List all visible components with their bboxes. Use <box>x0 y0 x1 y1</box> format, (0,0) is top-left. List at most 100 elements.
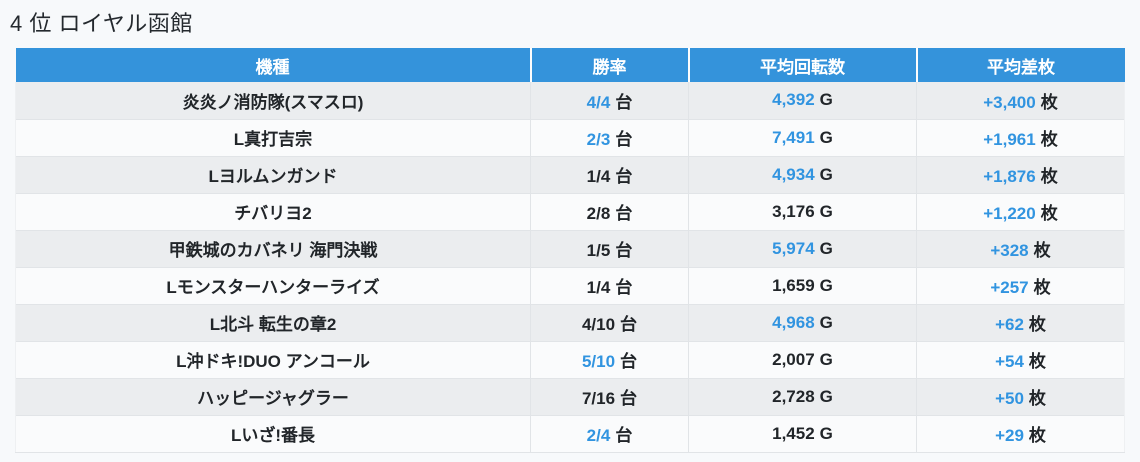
machine-name-cell: Lモンスターハンターライズ <box>15 266 531 304</box>
machine-name-cell: ハッピージャグラー <box>15 377 531 415</box>
spins-value: 1,452 <box>772 423 815 443</box>
header-win-rate: 勝率 <box>529 48 689 82</box>
diff-unit: 枚 <box>1040 92 1058 112</box>
spins-value: 4,392 <box>772 90 815 110</box>
diff-value: +3,400 <box>983 92 1036 112</box>
win-rate-cell: 5/10 台 <box>530 340 689 378</box>
spins-unit: G <box>819 349 833 369</box>
spins-cell: 1,659 G <box>688 266 917 304</box>
win-rate-unit: 台 <box>620 389 638 408</box>
spins-cell: 4,934 G <box>688 155 917 193</box>
spins-value: 7,491 <box>772 127 815 147</box>
win-rate-cell: 2/8 台 <box>530 192 689 230</box>
spins-cell: 4,968 G <box>688 303 917 341</box>
win-rate-value: 1/5 <box>586 241 611 260</box>
spins-unit: G <box>819 127 833 147</box>
machine-name: Lモンスターハンターライズ <box>166 278 380 297</box>
diff-value: +62 <box>995 315 1024 334</box>
machine-name-cell: 炎炎ノ消防隊(スマスロ) <box>15 82 531 119</box>
table-row: 甲鉄城のカバネリ 海門決戦 1/5 台 5,974 G +328 枚 <box>15 229 1125 267</box>
win-rate-cell: 1/5 台 <box>530 229 689 267</box>
diff-value: +1,961 <box>983 130 1036 149</box>
win-rate-unit: 台 <box>615 241 633 260</box>
diff-cell: +29 枚 <box>916 414 1125 453</box>
table-row: チバリヨ2 2/8 台 3,176 G +1,220 枚 <box>15 192 1125 230</box>
win-rate-unit: 台 <box>615 130 633 149</box>
machine-name: Lいざ!番長 <box>230 426 316 445</box>
win-rate-unit: 台 <box>620 352 638 371</box>
machine-name-cell: Lヨルムンガンド <box>15 155 531 193</box>
diff-unit: 枚 <box>1040 204 1058 223</box>
machine-name: 甲鉄城のカバネリ 海門決戦 <box>168 241 378 260</box>
diff-value: +1,876 <box>983 167 1036 186</box>
diff-value: +50 <box>995 389 1024 408</box>
win-rate-value: 2/8 <box>586 204 611 223</box>
diff-value: +1,220 <box>983 204 1036 223</box>
table-row: 炎炎ノ消防隊(スマスロ) 4/4 台 4,392 G +3,400 枚 <box>15 82 1125 119</box>
spins-cell: 2,007 G <box>688 340 917 378</box>
spins-value: 2,728 <box>772 386 815 406</box>
spins-cell: 4,392 G <box>688 82 917 119</box>
machine-name-cell: L沖ドキ!DUO アンコール <box>15 340 531 378</box>
table-header: 機種 勝率 平均回転数 平均差枚 <box>15 48 1125 82</box>
win-rate-value: 4/10 <box>581 315 616 334</box>
spins-value: 3,176 <box>772 201 815 221</box>
machine-name: L北斗 転生の章2 <box>209 315 337 334</box>
machine-name-cell: チバリヨ2 <box>15 192 531 230</box>
diff-cell: +1,220 枚 <box>916 192 1125 230</box>
win-rate-value: 7/16 <box>581 389 616 408</box>
table-body: 炎炎ノ消防隊(スマスロ) 4/4 台 4,392 G +3,400 枚 L真打吉宗 2… <box>15 82 1125 453</box>
diff-unit: 枚 <box>1028 352 1046 371</box>
spins-unit: G <box>819 201 833 221</box>
win-rate-unit: 台 <box>615 426 633 445</box>
header-diff: 平均差枚 <box>915 48 1125 82</box>
diff-unit: 枚 <box>1033 278 1051 297</box>
spins-unit: G <box>819 164 833 184</box>
diff-unit: 枚 <box>1028 389 1046 408</box>
win-rate-cell: 4/4 台 <box>530 82 689 119</box>
table-row: L北斗 転生の章2 4/10 台 4,968 G +62 枚 <box>15 303 1125 341</box>
spins-cell: 7,491 G <box>688 118 917 156</box>
win-rate-unit: 台 <box>615 167 633 186</box>
spins-unit: G <box>819 312 833 332</box>
win-rate-value: 2/4 <box>586 426 611 445</box>
spins-unit: G <box>819 423 833 443</box>
spins-value: 5,974 <box>772 238 815 258</box>
spins-unit: G <box>819 386 833 406</box>
spins-unit: G <box>819 90 833 110</box>
machine-name: チバリヨ2 <box>234 204 312 223</box>
spins-value: 2,007 <box>772 349 815 369</box>
spins-cell: 3,176 G <box>688 192 917 230</box>
table-row: ハッピージャグラー 7/16 台 2,728 G +50 枚 <box>15 377 1125 415</box>
diff-cell: +328 枚 <box>916 229 1125 267</box>
spins-cell: 1,452 G <box>688 414 917 453</box>
win-rate-cell: 1/4 台 <box>530 266 689 304</box>
spins-value: 1,659 <box>772 275 815 295</box>
machine-stats-table: 機種 勝率 平均回転数 平均差枚 炎炎ノ消防隊(スマスロ) 4/4 台 4,392… <box>15 48 1125 453</box>
spins-cell: 2,728 G <box>688 377 917 415</box>
machine-name-cell: 甲鉄城のカバネリ 海門決戦 <box>15 229 531 267</box>
win-rate-cell: 2/3 台 <box>530 118 689 156</box>
spins-unit: G <box>819 275 833 295</box>
machine-name: Lヨルムンガンド <box>208 167 338 186</box>
header-spins: 平均回転数 <box>687 48 917 82</box>
diff-cell: +1,876 枚 <box>916 155 1125 193</box>
win-rate-cell: 7/16 台 <box>530 377 689 415</box>
machine-name: 炎炎ノ消防隊(スマスロ) <box>182 92 364 112</box>
machine-name-cell: L真打吉宗 <box>15 118 531 156</box>
diff-unit: 枚 <box>1028 426 1046 445</box>
diff-value: +257 <box>990 278 1029 297</box>
machine-name: ハッピージャグラー <box>197 389 349 408</box>
machine-name: L真打吉宗 <box>233 130 313 149</box>
page: 4 位 ロイヤル函館 機種 勝率 平均回転数 平均差枚 炎炎ノ消防隊(スマスロ)… <box>0 6 1140 453</box>
machine-name-cell: Lいざ!番長 <box>15 414 531 453</box>
win-rate-value: 1/4 <box>586 167 611 186</box>
diff-cell: +3,400 枚 <box>916 82 1125 119</box>
diff-value: +29 <box>995 426 1024 445</box>
win-rate-cell: 4/10 台 <box>530 303 689 341</box>
spins-cell: 5,974 G <box>688 229 917 267</box>
win-rate-unit: 台 <box>615 92 633 112</box>
diff-cell: +257 枚 <box>916 266 1125 304</box>
win-rate-value: 2/3 <box>586 130 611 149</box>
diff-unit: 枚 <box>1040 167 1058 186</box>
